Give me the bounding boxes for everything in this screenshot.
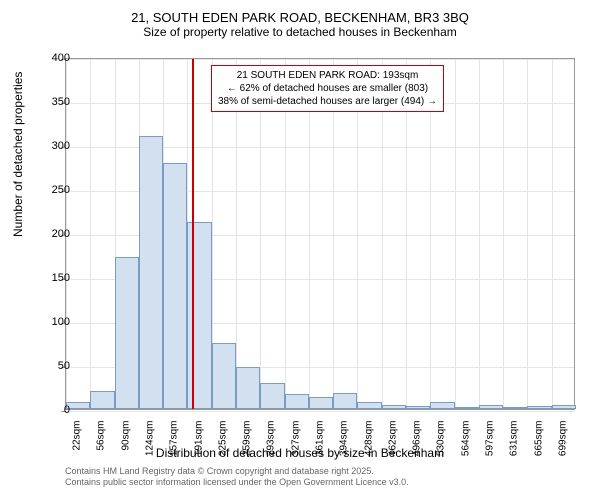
histogram-bar [479,405,503,409]
y-tick-label: 250 [40,184,70,196]
y-tick-label: 300 [40,140,70,152]
histogram-bar [139,136,163,409]
y-axis-label: Number of detached properties [11,72,25,237]
histogram-bar [236,367,260,409]
histogram-bar [285,394,309,409]
y-tick-label: 400 [40,52,70,64]
y-tick-label: 200 [40,228,70,240]
histogram-bar [430,402,454,409]
y-tick-label: 150 [40,272,70,284]
caption-line2: Contains public sector information licen… [65,477,409,488]
annotation-line3: 38% of semi-detached houses are larger (… [218,95,437,108]
histogram-bar [406,406,430,409]
histogram-bar [163,163,187,409]
grid-line-v [503,59,504,409]
histogram-bar [552,405,576,409]
chart-title: 21, SOUTH EDEN PARK ROAD, BECKENHAM, BR3… [10,10,590,25]
histogram-bar [455,407,479,409]
histogram-bar [260,383,284,409]
histogram-bar [212,343,236,409]
annotation-box: 21 SOUTH EDEN PARK ROAD: 193sqm ← 62% of… [211,65,444,112]
histogram-bar [357,402,381,409]
x-axis-label: Distribution of detached houses by size … [10,446,590,460]
grid-line-v [527,59,528,409]
histogram-bar [90,391,114,409]
histogram-bar [333,393,357,409]
y-tick-label: 0 [40,404,70,416]
histogram-bar [503,407,527,409]
histogram-bar [527,406,551,409]
y-tick-label: 100 [40,316,70,328]
grid-line-v [455,59,456,409]
plot-area: 21 SOUTH EDEN PARK ROAD: 193sqm ← 62% of… [65,58,575,410]
histogram-bar [309,397,333,409]
caption-line1: Contains HM Land Registry data © Crown c… [65,466,409,477]
caption: Contains HM Land Registry data © Crown c… [65,466,409,488]
histogram-bar [382,405,406,409]
grid-line-h [66,59,574,60]
y-tick-label: 350 [40,96,70,108]
annotation-line2: ← 62% of detached houses are smaller (80… [218,82,437,95]
y-tick-label: 50 [40,360,70,372]
grid-line-v [552,59,553,409]
histogram-bar [115,257,139,409]
reference-line [192,59,194,409]
grid-line-v [90,59,91,409]
grid-line-h [66,411,574,412]
annotation-line1: 21 SOUTH EDEN PARK ROAD: 193sqm [218,69,437,82]
chart-subtitle: Size of property relative to detached ho… [10,25,590,39]
grid-line-v [479,59,480,409]
chart-container: 21, SOUTH EDEN PARK ROAD, BECKENHAM, BR3… [10,10,590,490]
